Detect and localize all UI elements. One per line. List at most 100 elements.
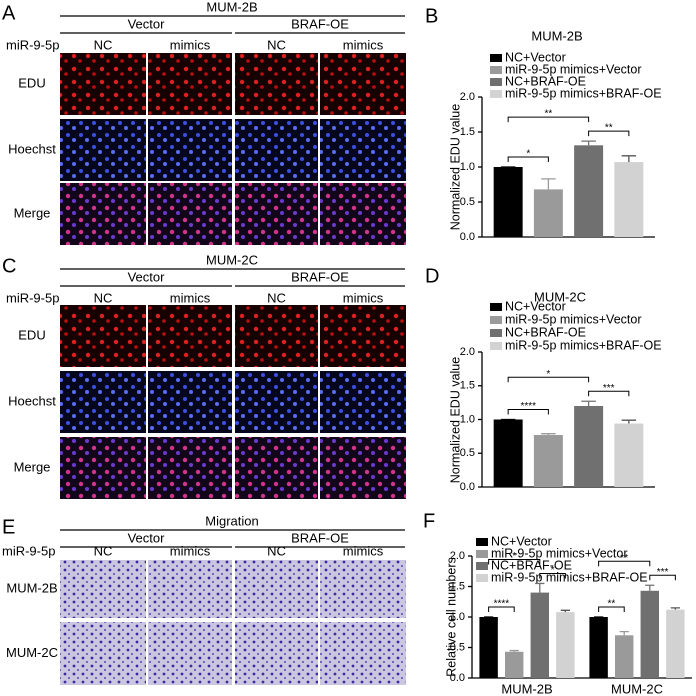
legend-swatch [476,550,488,558]
column-label: mimics [170,37,211,52]
y-tick-label: 2.0 [460,346,475,358]
micrograph [320,183,406,245]
column-label: NC [267,37,286,52]
significance-label: ** [620,553,628,564]
micrograph [148,371,232,433]
chart-title: MUM-2C [534,289,586,304]
column-label: mimics [343,290,384,305]
group-label: BRAF-OE [291,269,349,284]
micrograph [148,560,232,618]
legend-label: NC+Vector [505,50,566,64]
group-label: Vector [128,16,166,31]
panel-letter: B [425,5,438,27]
error-bar [560,609,570,613]
micrograph [320,119,406,181]
column-label: mimics [343,37,384,52]
significance-bracket [507,156,549,162]
error-bar [581,400,596,406]
micrograph [148,53,232,115]
y-tick-label: 0.0 [460,231,475,243]
micrograph [60,622,146,685]
error-bar [621,419,637,424]
significance-label: ** [544,109,552,120]
micrograph [148,119,232,181]
micrograph [148,437,232,499]
error-bar [535,582,545,593]
bar [614,423,644,487]
error-bar [541,433,556,436]
column-label: NC [94,290,113,305]
y-tick-label: 0.5 [450,641,465,653]
micrograph [60,560,146,618]
micrograph [320,560,406,618]
row-label: EDU [18,75,45,90]
legend-swatch [490,90,502,98]
micrograph [148,183,232,245]
row-label: EDU [18,327,45,342]
legend-label: miR-9-5p mimics+BRAF-OE [505,86,662,100]
row-label: MUM-2B [6,580,57,595]
legend-label: miR-9-5p mimics+Vector [491,546,628,560]
column-label: mimics [343,543,384,558]
legend-swatch [476,562,488,570]
error-bar [670,607,680,610]
error-bar [645,584,655,591]
legend-swatch [490,66,502,74]
y-tick-label: 1.0 [460,161,475,173]
significance-label: **** [494,599,510,610]
micrograph [60,371,146,433]
significance-label: *** [657,567,669,578]
chart-title: MUM-2B [531,28,582,43]
legend-swatch [490,329,502,337]
micrograph [60,305,146,367]
significance-bracket [507,376,590,383]
micrograph [60,119,146,181]
y-axis-label: Normalized EDU value [448,104,462,230]
legend-label: NC+BRAF-OE [505,74,586,88]
significance-bracket [507,116,590,123]
micrograph [60,53,146,115]
y-tick-label: 0.0 [450,672,465,684]
group-label: BRAF-OE [291,530,349,545]
bar [493,419,523,487]
group-label: BRAF-OE [291,16,349,31]
column-label: NC [94,37,113,52]
legend-swatch [476,538,488,546]
y-tick-label: 0.5 [460,196,475,208]
panel-letter: D [425,265,439,287]
micrograph [320,622,406,685]
y-axis-label: Normalized EDU value [448,357,462,483]
group-label: Vector [128,530,166,545]
significance-label: * [546,369,550,380]
panel-title: Migration [205,513,258,528]
bar [556,612,575,678]
column-label: NC [267,543,286,558]
significance-bracket [488,606,515,612]
legend-swatch [490,54,502,62]
panel-title: MUM-2C [206,252,258,267]
significance-bracket [488,558,541,565]
significance-label: ** [608,599,616,610]
significance-label: * [551,565,555,576]
significance-label: * [512,551,516,562]
significance-label: * [526,149,530,160]
legend-label: NC+BRAF-OE [505,325,586,339]
bar [533,189,563,237]
row-header: miR-9-5p [6,290,59,305]
row-label: Hoechst [8,141,56,156]
error-bar [581,140,596,146]
panel-title: MUM-2B [206,0,257,14]
panel-letter: C [2,255,16,277]
row-header: miR-9-5p [6,37,59,52]
legend-label: NC+Vector [505,299,566,313]
micrograph [235,305,318,367]
significance-bracket [588,130,630,137]
column-label: NC [267,290,286,305]
legend-label: NC+BRAF-OE [491,558,572,572]
column-label: mimics [170,290,211,305]
significance-bracket [649,574,676,581]
bar [574,145,604,237]
bar [493,167,523,237]
panel-letter: E [2,516,15,538]
